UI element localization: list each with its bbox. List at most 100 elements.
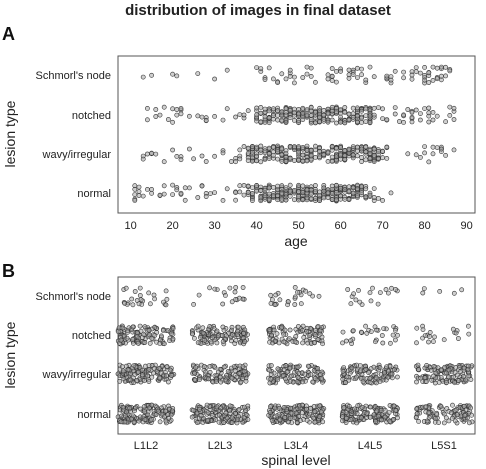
panel-a-point	[283, 158, 289, 164]
panel-b-point	[142, 340, 148, 345]
panel-b-point	[267, 380, 273, 386]
panel-b-point	[134, 334, 140, 340]
panel-a-point	[354, 105, 360, 111]
panel-a-point	[380, 148, 385, 154]
panel-b-point	[416, 366, 421, 372]
panel-b-point	[227, 407, 233, 413]
panel-a-x-tick: 40	[250, 220, 262, 232]
panel-a-point	[279, 196, 285, 202]
panel-b-point	[138, 297, 144, 303]
panel-b-point	[422, 375, 428, 381]
panel-a-point	[350, 185, 356, 191]
panel-a-point	[363, 106, 369, 112]
panel-b-point	[151, 365, 157, 371]
panel-b-point	[450, 402, 455, 408]
panel-b-point	[468, 405, 473, 411]
panel-b-point	[367, 290, 373, 296]
panel-b-point	[427, 334, 432, 339]
panel-a-point	[170, 147, 175, 153]
panel-a-point	[354, 113, 360, 119]
panel-a-point	[136, 189, 142, 194]
panel-b-point	[311, 368, 317, 373]
panel-b-point	[207, 369, 213, 375]
panel-a-point	[321, 108, 327, 113]
panel-a-point	[329, 143, 335, 149]
panel-b-point	[221, 364, 227, 370]
panel-a-point	[367, 64, 373, 70]
panel-a-point	[266, 151, 272, 157]
panel-a-point	[321, 195, 327, 201]
panel-a-point	[182, 185, 188, 191]
panel-b-point	[223, 410, 229, 416]
panel-b-x-tick: L3L4	[284, 440, 308, 452]
panel-a-point	[300, 190, 306, 195]
panel-b-point	[163, 288, 169, 294]
panel-a-point	[338, 114, 343, 120]
panel-a-point	[426, 70, 432, 76]
panel-b-point	[117, 378, 123, 384]
panel-a-point	[329, 154, 335, 160]
panel-a-point	[237, 183, 243, 189]
panel-a-x-tick: 90	[460, 220, 472, 232]
panel-a-letter: A	[2, 24, 15, 44]
panel-a-point	[287, 115, 293, 121]
panel-b-point	[233, 296, 239, 302]
panel-b-point	[281, 404, 287, 410]
panel-b-point	[359, 404, 365, 410]
panel-a-point	[354, 119, 360, 125]
panel-b-point	[269, 417, 275, 423]
panel-b-point	[163, 408, 168, 414]
panel-a-point	[287, 67, 293, 73]
panel-b-point	[340, 376, 346, 382]
panel-b-point	[305, 340, 311, 346]
panel-a-point	[380, 197, 385, 203]
panel-a-point	[224, 186, 230, 192]
panel-b-point	[134, 378, 140, 383]
panel-a-point	[317, 149, 322, 154]
panel-a-point	[434, 76, 440, 82]
panel-b-point	[125, 367, 131, 373]
panel-a-point	[174, 73, 180, 79]
panel-a-point	[325, 190, 331, 196]
panel-b-point	[285, 299, 291, 305]
panel-b-point	[443, 380, 449, 385]
panel-a-point	[396, 119, 402, 124]
panel-b-point	[312, 340, 317, 346]
panel-b-point	[137, 293, 143, 298]
panel-a-point	[426, 80, 432, 85]
panel-a-point	[254, 182, 259, 188]
panel-a-point	[300, 75, 306, 80]
panel-a-point	[212, 114, 217, 119]
panel-a-point	[258, 195, 264, 201]
panel-b-point	[354, 411, 360, 416]
panel-a-point	[249, 198, 255, 203]
panel-a-point	[430, 110, 436, 115]
panel-a-point	[140, 74, 146, 80]
panel-a-point	[401, 75, 406, 81]
panel-b-point	[343, 420, 349, 425]
panel-a-point	[447, 113, 453, 118]
panel-b-point	[426, 410, 432, 415]
panel-b-point	[146, 290, 152, 296]
panel-a-point	[287, 143, 293, 149]
panel-b-point	[367, 376, 373, 381]
panel-b-point	[391, 416, 396, 422]
panel-b-point	[189, 414, 195, 420]
panel-a-point	[144, 186, 150, 192]
panel-b-point	[207, 323, 213, 329]
panel-b-point	[127, 405, 133, 411]
panel-b-y-tick: notched	[72, 330, 111, 342]
panel-b-point	[364, 410, 370, 416]
panel-a-point	[300, 183, 306, 189]
panel-b-point	[219, 332, 225, 338]
panel-b-point	[354, 420, 360, 426]
panel-a-point	[325, 150, 331, 156]
panel-b-point	[461, 365, 467, 371]
panel-b-point	[288, 373, 294, 379]
panel-a-point	[329, 147, 335, 153]
panel-b-point	[356, 287, 361, 293]
panel-b-point	[152, 296, 157, 302]
panel-a-point	[258, 143, 264, 149]
panel-a-point	[266, 120, 272, 126]
panel-b-point	[303, 288, 308, 294]
